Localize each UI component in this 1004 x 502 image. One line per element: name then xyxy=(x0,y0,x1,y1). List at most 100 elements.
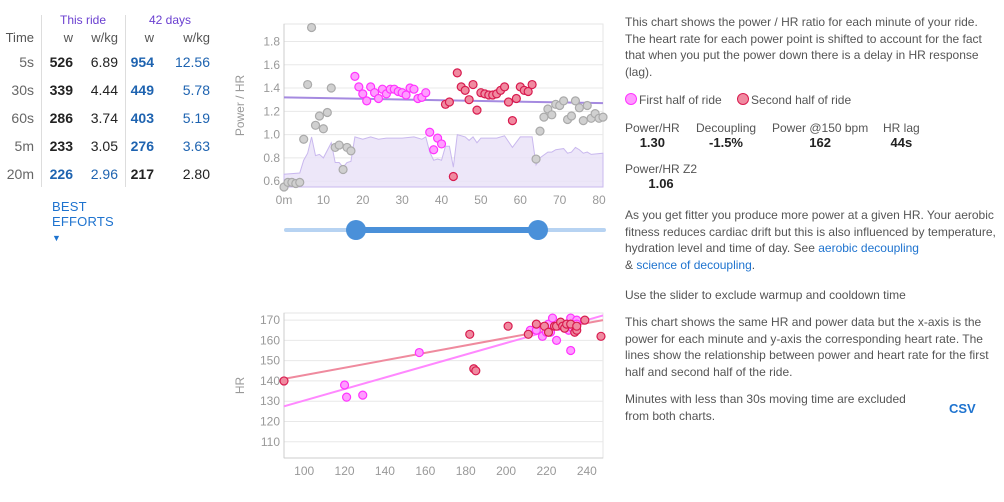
second-point xyxy=(580,315,590,325)
x-tick-label: 100 xyxy=(294,464,314,478)
gray-point xyxy=(574,103,584,113)
gray-point xyxy=(539,112,549,122)
y-tick-label: 1.6 xyxy=(263,58,280,72)
aerobic-decoupling-link[interactable]: aerobic decoupling xyxy=(818,241,919,255)
legend: First half of ride Second half of ride xyxy=(625,92,997,109)
y-tick-label: 160 xyxy=(260,333,280,347)
first-point xyxy=(409,84,419,94)
best-efforts-button[interactable]: BEST EFFORTS ▼ xyxy=(52,199,114,244)
first-point xyxy=(362,96,372,106)
second-point xyxy=(503,97,514,107)
second-half-dot-icon xyxy=(737,93,750,105)
slider-end-handle[interactable] xyxy=(528,220,549,240)
second-point xyxy=(572,321,582,331)
second-point xyxy=(527,79,537,90)
first-half-dot-icon xyxy=(625,93,637,105)
42-days-watts: 217 xyxy=(130,166,154,182)
second-point xyxy=(444,97,455,107)
csv-download-link[interactable]: CSV xyxy=(949,401,976,416)
row-time: 30s xyxy=(11,82,34,98)
first-point xyxy=(414,347,424,358)
slider-hint: Use the slider to exclude warmup and coo… xyxy=(625,288,906,302)
second-point xyxy=(468,79,478,90)
second-point xyxy=(464,95,474,105)
y-tick-label: 120 xyxy=(260,414,280,428)
scatter-description: This chart shows the same HR and power d… xyxy=(625,315,989,379)
second-point xyxy=(472,105,482,115)
x-tick-label: 0m xyxy=(276,193,293,207)
second-point xyxy=(460,85,470,95)
second-point xyxy=(471,366,481,376)
wkg42-header: w/kg xyxy=(183,30,210,45)
intro-text: This chart shows the power / HR ratio fo… xyxy=(625,15,982,79)
gray-point xyxy=(295,177,305,187)
42-days-watts: 449 xyxy=(130,82,154,98)
second-point xyxy=(503,321,513,331)
stat-power-hr: Power/HR 1.30 xyxy=(625,121,680,150)
x-tick-label: 160 xyxy=(415,464,435,478)
y-tick-label: 130 xyxy=(260,394,280,408)
first-point xyxy=(354,82,364,92)
second-point xyxy=(507,116,518,126)
gray-point xyxy=(566,111,577,121)
first-point xyxy=(566,345,576,356)
gray-point xyxy=(310,120,321,130)
second-point xyxy=(511,93,521,104)
42-days-header: 42 days xyxy=(148,13,192,27)
stat-power-150bpm: Power @150 bpm 162 xyxy=(772,121,869,150)
first-point xyxy=(358,89,368,99)
second-point xyxy=(523,86,533,97)
science-of-decoupling-link[interactable]: science of decoupling xyxy=(636,257,752,272)
second-point xyxy=(448,171,458,182)
range-slider[interactable] xyxy=(284,220,606,240)
this-ride-wkg: 6.89 xyxy=(90,54,118,70)
this-ride-watts: 339 xyxy=(49,82,73,98)
this-ride-watts: 226 xyxy=(49,166,73,182)
slider-start-handle[interactable] xyxy=(345,220,366,240)
x-tick-label: 140 xyxy=(375,464,395,478)
plot-area xyxy=(283,312,604,459)
w-header: w xyxy=(63,30,73,45)
gray-point xyxy=(582,100,592,111)
legend-second-half: Second half of ride xyxy=(737,93,851,107)
x-tick-label: 80 xyxy=(592,193,606,207)
first-point xyxy=(547,313,558,323)
y-tick-label: 140 xyxy=(260,374,280,388)
x-tick-label: 200 xyxy=(496,464,516,478)
first-point xyxy=(341,392,352,402)
gray-point xyxy=(535,126,545,136)
42-days-wkg: 3.63 xyxy=(182,138,210,154)
x-tick-label: 20 xyxy=(356,193,370,207)
gray-point xyxy=(326,83,336,93)
stat-decoupling: Decoupling -1.5% xyxy=(696,121,757,150)
gray-point xyxy=(578,116,588,126)
row-time: 5s xyxy=(19,54,34,70)
x-tick-label: 60 xyxy=(514,193,528,207)
first-point xyxy=(551,335,562,345)
row-time: 20m xyxy=(6,166,34,182)
this-ride-header: This ride xyxy=(59,13,106,27)
x-tick-label: 40 xyxy=(435,193,449,207)
gray-point xyxy=(322,107,332,118)
y-tick-label: 1.2 xyxy=(263,104,280,118)
row-time: 60s xyxy=(11,110,34,126)
second-point xyxy=(543,327,554,337)
42-days-wkg: 12.56 xyxy=(174,54,210,70)
best-efforts-label: BEST EFFORTS xyxy=(52,199,114,229)
caret-down-icon: ▼ xyxy=(52,233,62,243)
42-days-watts: 403 xyxy=(130,110,154,126)
this-ride-wkg: 4.44 xyxy=(90,82,118,98)
42-days-watts: 276 xyxy=(130,138,154,154)
x-tick-label: 120 xyxy=(335,464,355,478)
y-tick-label: 170 xyxy=(260,313,280,327)
hr-vs-power-chart: 110 120 130 140 150 160 170 100 120 140 160 180 200 2… xyxy=(233,312,606,478)
x-tick-label: 220 xyxy=(536,464,556,478)
gray-point xyxy=(346,146,356,156)
w42-header: w xyxy=(144,30,154,45)
x-tick-label: 240 xyxy=(577,464,597,478)
fitness-text: As you get fitter you produce more power… xyxy=(625,208,996,272)
x-tick-label: 30 xyxy=(395,193,409,207)
second-point xyxy=(465,329,475,339)
second-point xyxy=(452,68,462,78)
hr-area xyxy=(283,133,604,188)
